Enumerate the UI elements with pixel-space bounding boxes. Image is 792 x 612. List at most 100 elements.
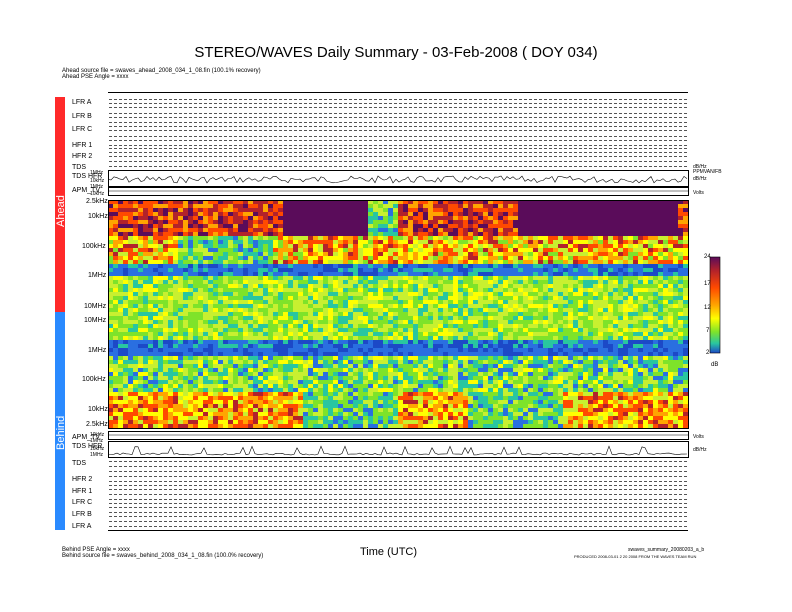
spectrogram-cell — [163, 352, 169, 357]
spectrogram-cell — [528, 260, 534, 265]
spectrogram-cell — [348, 312, 354, 317]
spectrogram-cell — [433, 304, 439, 309]
spectrogram-cell — [193, 348, 199, 353]
spectrogram-cell — [548, 240, 554, 245]
spectrogram-cell — [173, 244, 179, 249]
spectrogram-cell — [603, 288, 609, 293]
spectrogram-cell — [273, 216, 279, 221]
spectrogram-cell — [208, 368, 214, 373]
spectrogram-cell — [213, 360, 219, 365]
spectrogram-cell — [233, 224, 239, 229]
spectrogram-cell — [393, 216, 399, 221]
spectrogram-cell — [383, 332, 389, 337]
spectrogram-cell — [158, 232, 164, 237]
spectrogram-cell — [658, 248, 664, 253]
spectrogram-cell — [628, 284, 634, 289]
spectrogram-cell — [208, 308, 214, 313]
spectrogram-cell — [333, 228, 339, 233]
spectrogram-cell — [223, 348, 229, 353]
spectrogram-cell — [463, 212, 469, 217]
spectrogram-cell — [273, 324, 279, 329]
spectrogram-cell — [468, 324, 474, 329]
spectrogram-cell — [208, 248, 214, 253]
spectrogram-cell — [268, 292, 274, 297]
spectrogram-cell — [333, 240, 339, 245]
spectrogram-cell — [568, 244, 574, 249]
spectrogram-cell — [468, 248, 474, 253]
spectrogram-cell — [258, 260, 264, 265]
spectrogram-cell — [288, 224, 294, 229]
spectrogram-cell — [223, 276, 229, 281]
spectrogram-cell — [623, 296, 629, 301]
spectrogram-cell — [253, 240, 259, 245]
spectrogram-cell — [193, 256, 199, 261]
spectrogram-cell — [633, 300, 639, 305]
spectrogram-cell — [163, 292, 169, 297]
spectrogram-cell — [123, 236, 129, 241]
spectrogram-cell — [623, 364, 629, 369]
spectrogram-cell — [193, 328, 199, 333]
spectrogram-cell — [553, 232, 559, 237]
spectrogram-cell — [678, 280, 684, 285]
spectrogram-cell — [563, 340, 569, 345]
spectrogram-cell — [478, 300, 484, 305]
spectrogram-cell — [673, 208, 679, 213]
spectrogram-cell — [228, 344, 234, 349]
spectrogram-cell — [438, 228, 444, 233]
spectrogram-cell — [128, 256, 134, 261]
spectrogram-cell — [623, 284, 629, 289]
spectrogram-cell — [638, 332, 644, 337]
spectrogram-cell — [183, 240, 189, 245]
spectrogram-cell — [203, 280, 209, 285]
spectrogram-cell — [148, 340, 154, 345]
spectrogram-cell — [248, 296, 254, 301]
spectrogram-cell — [578, 316, 584, 321]
spectrogram-cell — [363, 324, 369, 329]
spectrogram-cell — [468, 352, 474, 357]
spectrogram-cell — [338, 272, 344, 277]
spectrogram-cell — [313, 208, 319, 213]
spectrogram-cell — [638, 256, 644, 261]
spectrogram-cell — [273, 328, 279, 333]
spectrogram-cell — [568, 248, 574, 253]
spectrogram-cell — [163, 304, 169, 309]
spectrogram-cell — [348, 328, 354, 333]
spectrogram-cell — [473, 244, 479, 249]
spectrogram-cell — [538, 316, 544, 321]
spectrogram-cell — [583, 220, 589, 225]
spectrogram-cell — [463, 280, 469, 285]
spectrogram-cell — [308, 364, 314, 369]
spectrogram-cell — [468, 276, 474, 281]
spectrogram-cell — [173, 220, 179, 225]
spectrogram-cell — [573, 244, 579, 249]
spectrogram-cell — [668, 332, 674, 337]
spectrogram-cell — [683, 240, 689, 245]
spectrogram-cell — [678, 356, 684, 361]
spectrogram-cell — [603, 252, 609, 257]
spectrogram-cell — [223, 368, 229, 373]
spectrogram-cell — [498, 252, 504, 257]
spectrogram-cell — [488, 320, 494, 325]
spectrogram-cell — [618, 208, 624, 213]
spectrogram-cell — [268, 216, 274, 221]
spectrogram-cell — [283, 272, 289, 277]
spectrogram-cell — [678, 216, 684, 221]
spectrogram-cell — [273, 240, 279, 245]
spectrogram-cell — [483, 284, 489, 289]
spectrogram-cell — [618, 276, 624, 281]
spectrogram-cell — [563, 212, 569, 217]
spectrogram-cell — [228, 208, 234, 213]
spectrogram-cell — [538, 364, 544, 369]
spectrogram-cell — [418, 312, 424, 317]
spectrogram-cell — [673, 248, 679, 253]
spectrogram-cell — [673, 316, 679, 321]
spectrogram-cell — [503, 344, 509, 349]
spectrogram-cell — [313, 340, 319, 345]
spectrogram-cell — [623, 260, 629, 265]
spectrogram-cell — [413, 220, 419, 225]
spectrogram-cell — [653, 320, 659, 325]
spectrogram-cell — [358, 344, 364, 349]
spectrogram-cell — [128, 296, 134, 301]
spectrogram-cell — [533, 288, 539, 293]
spectrogram-cell — [583, 276, 589, 281]
